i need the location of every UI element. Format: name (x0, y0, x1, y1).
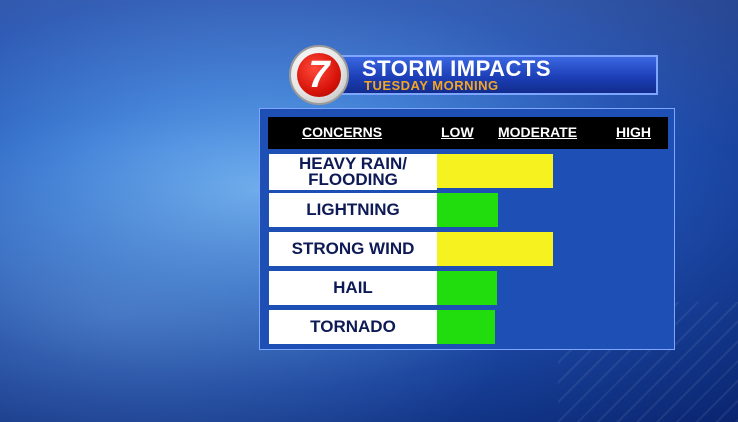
logo-number: 7 (297, 53, 341, 97)
header-row: CONCERNS LOW MODERATE HIGH (268, 117, 668, 149)
header-moderate: MODERATE (498, 124, 578, 140)
concern-label: STRONG WIND (291, 239, 415, 258)
concern-label-line2: FLOODING (308, 170, 398, 189)
impact-bar-hail (437, 271, 497, 305)
concern-label: TORNADO (310, 317, 396, 336)
header-high: HIGH (616, 124, 651, 140)
concern-label: HAIL (333, 278, 373, 297)
concern-tornado: TORNADO (269, 310, 437, 344)
impact-board: CONCERNS LOW MODERATE HIGH HEAVY RAIN/ F… (259, 108, 675, 350)
concern-label: LIGHTNING (306, 200, 400, 219)
impact-bar-lightning (437, 193, 498, 227)
concern-hail: HAIL (269, 271, 437, 305)
title-banner: STORM IMPACTS TUESDAY MORNING (330, 55, 658, 95)
concern-label-line1: HEAVY RAIN/ (298, 154, 407, 173)
concern-strong-wind: STRONG WIND (269, 232, 437, 266)
header-concerns: CONCERNS (302, 124, 383, 140)
header-low: LOW (441, 124, 474, 140)
channel-7-logo: 7 (289, 45, 349, 105)
impact-bar-heavy-rain-flooding (437, 154, 553, 188)
title-subtitle: TUESDAY MORNING (364, 78, 499, 93)
impact-bar-strong-wind (437, 232, 553, 266)
concern-heavy-rain-flooding: HEAVY RAIN/ FLOODING (269, 154, 437, 190)
impact-bar-tornado (437, 310, 495, 344)
concern-lightning: LIGHTNING (269, 193, 437, 227)
title-main: STORM IMPACTS (362, 56, 552, 81)
